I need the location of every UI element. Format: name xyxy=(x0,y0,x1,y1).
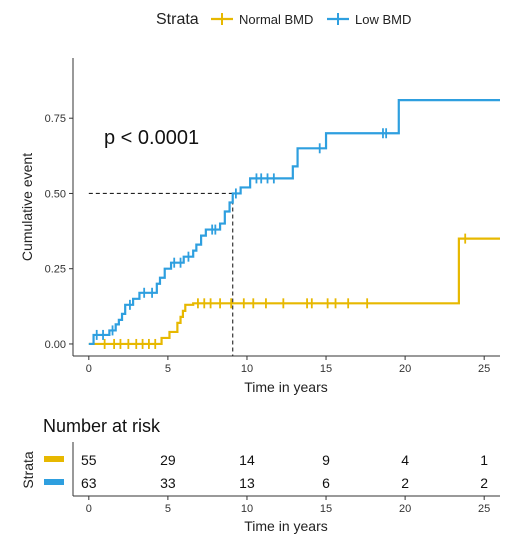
risk-cell-normal: 1 xyxy=(480,452,488,468)
x-tick-label: 25 xyxy=(478,363,490,375)
x-axis-label: Time in years xyxy=(244,379,328,395)
risk-table-title: Number at risk xyxy=(43,416,161,436)
x-ticks: 0 5 10 15 20 25 xyxy=(86,356,490,375)
legend-label-low: Low BMD xyxy=(355,12,411,27)
risk-x-tick-label: 10 xyxy=(241,503,253,515)
risk-x-tick-label: 20 xyxy=(399,503,411,515)
risk-cell-low: 2 xyxy=(401,475,409,491)
cumulative-event-plot: 0.00 0.25 0.50 0.75 0 5 10 15 20 25 p < 0.0001 T… xyxy=(19,58,500,395)
p-value-annotation: p < 0.0001 xyxy=(104,127,199,149)
risk-cell-normal: 29 xyxy=(160,452,176,468)
y-tick-label: 0.75 xyxy=(45,113,66,125)
risk-table-cells: 55 29 14 9 4 1 63 33 13 6 2 2 xyxy=(81,452,488,491)
legend: Strata Normal BMD Low BMD xyxy=(156,11,411,28)
legend-label-normal: Normal BMD xyxy=(239,12,313,27)
risk-cell-normal: 14 xyxy=(239,452,255,468)
x-tick-label: 15 xyxy=(320,363,332,375)
x-tick-label: 0 xyxy=(86,363,92,375)
curve-low xyxy=(88,99,500,346)
y-axis-label: Cumulative event xyxy=(19,153,35,261)
median-guide-lines xyxy=(88,192,234,356)
risk-x-tick-label: 25 xyxy=(478,503,490,515)
risk-table-strata-label: Strata xyxy=(20,451,36,489)
risk-cell-low: 2 xyxy=(480,475,488,491)
curve-normal xyxy=(88,237,500,346)
risk-x-tick-label: 15 xyxy=(320,503,332,515)
risk-x-tick-label: 0 xyxy=(86,503,92,515)
legend-title: Strata xyxy=(156,11,199,28)
legend-key-normal xyxy=(211,13,233,25)
risk-cell-normal: 9 xyxy=(322,452,330,468)
risk-cell-normal: 55 xyxy=(81,452,97,468)
x-tick-label: 5 xyxy=(165,363,171,375)
risk-cell-normal: 4 xyxy=(401,452,409,468)
y-tick-label: 0.00 xyxy=(45,339,66,351)
risk-cell-low: 13 xyxy=(239,475,255,491)
risk-x-tick-label: 5 xyxy=(165,503,171,515)
risk-row-swatch-normal xyxy=(44,456,64,462)
risk-cell-low: 63 xyxy=(81,475,97,491)
x-tick-label: 10 xyxy=(241,363,253,375)
x-tick-label: 20 xyxy=(399,363,411,375)
risk-cell-low: 33 xyxy=(160,475,176,491)
legend-key-low xyxy=(327,13,349,25)
risk-row-swatch-low xyxy=(44,479,64,485)
risk-cell-low: 6 xyxy=(322,475,330,491)
risk-table-x-axis-label: Time in years xyxy=(244,518,328,534)
risk-table-x-ticks: 0 5 10 15 20 25 xyxy=(86,496,490,515)
y-ticks: 0.00 0.25 0.50 0.75 xyxy=(45,113,73,351)
survival-curves xyxy=(88,99,500,349)
risk-table: Number at risk Strata 55 29 14 9 4 1 63 33 13 6 2 2… xyxy=(20,416,500,534)
y-tick-label: 0.25 xyxy=(45,264,66,276)
y-tick-label: 0.50 xyxy=(45,188,66,200)
